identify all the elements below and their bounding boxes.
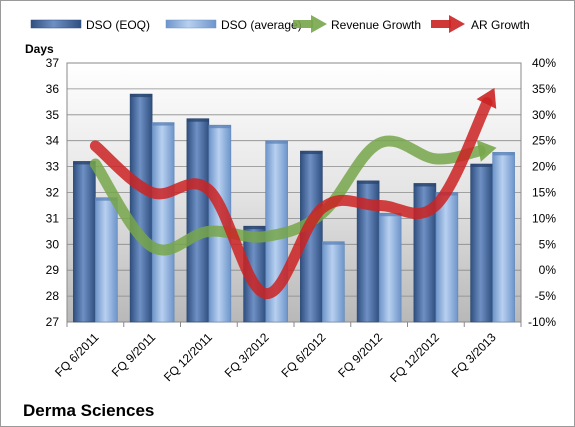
bar-dso-average	[492, 152, 515, 323]
bar-dso-average-cap	[492, 152, 515, 156]
x-tick-label: FQ 9/2011	[109, 330, 159, 380]
bar-dso-average	[435, 192, 459, 323]
y-tick-label: 33	[46, 160, 60, 174]
bar-dso-average	[95, 197, 118, 323]
line-ar-growth	[89, 97, 493, 300]
x-tick-label: FQ 12/2011	[161, 330, 215, 384]
legend-swatch-dso-eoq	[30, 19, 82, 29]
legend-label-dso-eoq: DSO (EOQ)	[86, 18, 150, 32]
bar-dso-average-cap	[265, 140, 288, 144]
y-tick-label: 35	[46, 108, 60, 122]
y-tick-label: 29	[46, 263, 60, 277]
y-tick-label: 34	[46, 134, 60, 148]
bar-dso-eoq	[73, 161, 96, 323]
x-tick-label: FQ 6/2011	[52, 330, 102, 380]
legend-label-revenue-growth: Revenue Growth	[331, 18, 421, 32]
y2-tick-label: 20%	[532, 160, 556, 174]
bar-dso-eoq	[186, 118, 210, 323]
legend-arrow-ar-growth	[449, 15, 465, 33]
y2-tick-label: 35%	[532, 82, 556, 96]
y2-tick-label: 5%	[539, 237, 557, 251]
y-tick-label: 30	[46, 237, 60, 251]
y-tick-label: 31	[46, 211, 60, 225]
y2-tick-label: 30%	[532, 108, 556, 122]
legend: DSO (EOQ) DSO (average) Revenue Growth A…	[30, 15, 530, 33]
legend-label-dso-average: DSO (average)	[221, 18, 302, 32]
bar-dso-eoq-cap	[413, 183, 436, 187]
bar-dso-eoq-cap	[73, 161, 96, 165]
chart-title: Derma Sciences	[23, 401, 154, 420]
y-tick-label: 27	[46, 315, 60, 329]
bar-dso-eoq-cap	[357, 180, 380, 184]
y-axis-left: 27 28 29 30 31 32 33 34 35 36 37	[46, 56, 60, 329]
y-tick-label: 28	[46, 289, 60, 303]
y-axis-right: -10% -5% 0% 5% 10% 15% 20% 25% 30% 35% 40%	[528, 56, 556, 329]
y2-tick-label: 15%	[532, 186, 556, 200]
line-layer	[89, 87, 497, 300]
bar-dso-eoq-cap	[130, 94, 153, 98]
x-axis: FQ 6/2011 FQ 9/2011 FQ 12/2011 FQ 3/2012 FQ …	[52, 330, 499, 385]
y-tick-label: 32	[46, 186, 60, 200]
bar-dso-eoq-cap	[300, 151, 323, 155]
x-tick-label: FQ 12/2012	[387, 330, 442, 385]
y-tick-label: 36	[46, 82, 60, 96]
bar-dso-average-cap	[322, 241, 345, 245]
bar-dso-average-cap	[95, 197, 118, 201]
legend-arrow-revenue-growth	[311, 15, 327, 33]
legend-label-ar-growth: AR Growth	[471, 18, 530, 32]
x-tick-label: FQ 9/2012	[335, 330, 385, 380]
bar-dso-average	[378, 212, 402, 323]
bar-dso-eoq-cap	[186, 118, 209, 122]
y2-tick-label: 25%	[532, 134, 556, 148]
y-axis-title: Days	[25, 42, 54, 56]
y2-tick-label: 0%	[539, 263, 557, 277]
y2-tick-label: 40%	[532, 56, 556, 70]
bar-dso-average-cap	[152, 122, 175, 126]
bar-dso-average-cap	[208, 125, 231, 129]
line-revenue-growth	[89, 135, 486, 256]
bar-dso-average-cap	[379, 213, 402, 217]
y2-tick-label: -5%	[535, 289, 557, 303]
x-tick-label: FQ 3/2012	[222, 330, 272, 380]
line-revenue-growth-arrow	[476, 140, 497, 162]
bar-dso-eoq-cap	[470, 164, 493, 168]
bar-dso-eoq	[470, 163, 493, 323]
x-tick-label: FQ 3/2013	[449, 330, 499, 380]
legend-swatch-dso-average	[165, 19, 217, 29]
y2-tick-label: -10%	[528, 315, 556, 329]
y2-tick-label: 10%	[532, 211, 556, 225]
bar-dso-average	[151, 122, 175, 323]
y-tick-label: 37	[46, 56, 60, 70]
bar-dso-eoq-cap	[243, 226, 266, 230]
x-tick-label: FQ 6/2012	[279, 330, 329, 380]
bar-dso-average	[322, 241, 345, 323]
bar-dso-eoq	[129, 93, 153, 323]
line-ar-growth-arrow	[476, 87, 497, 109]
